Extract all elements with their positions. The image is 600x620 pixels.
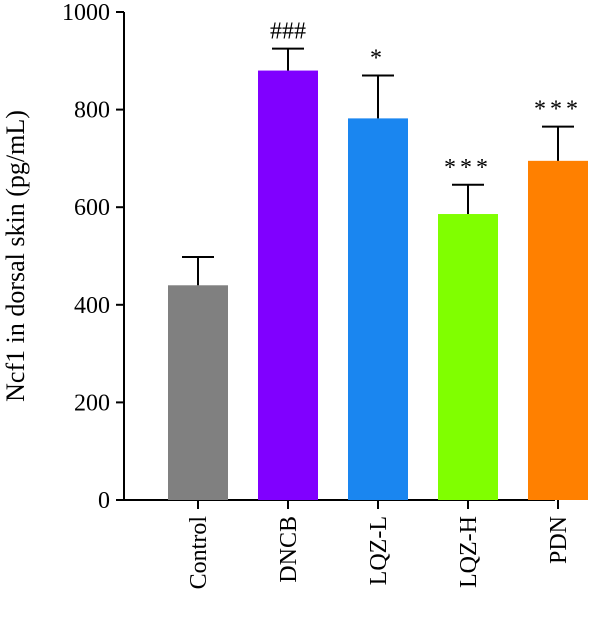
y-tick-label: 600 (74, 195, 110, 221)
bars: ###******* (168, 19, 588, 501)
error-bar (272, 47, 304, 71)
x-axis: Control DNCB LQZ-L LQZ-H PDN (123, 499, 572, 590)
bar-lqz-l (348, 118, 408, 500)
y-tick-label: 200 (74, 390, 110, 416)
y-axis: 0 200 400 600 800 1000 (62, 0, 125, 514)
significance-label: *** (534, 97, 582, 123)
significance-label: ### (270, 19, 306, 45)
error-bar (452, 183, 484, 215)
y-tick-label: 1000 (62, 0, 110, 26)
bar-control (168, 285, 228, 500)
y-tick-label: 0 (98, 488, 110, 514)
error-bar (362, 74, 394, 119)
significance-label: * (370, 45, 386, 71)
bar-dncb (258, 70, 318, 500)
y-axis-title: Ncf1 in dorsal skin (pg/mL) (1, 110, 30, 402)
x-tick-label: PDN (546, 516, 572, 564)
bar-pdn (528, 160, 588, 500)
x-tick-label: Control (186, 516, 212, 590)
x-tick-label: LQZ-L (366, 516, 392, 585)
bar-lqz-h (438, 214, 498, 501)
x-tick-label: LQZ-H (456, 516, 482, 588)
y-tick-label: 800 (74, 98, 110, 124)
y-tick-label: 400 (74, 293, 110, 319)
error-bar (542, 125, 574, 161)
significance-label: *** (444, 155, 492, 181)
error-bar (182, 255, 214, 286)
x-tick-label: DNCB (276, 516, 302, 583)
